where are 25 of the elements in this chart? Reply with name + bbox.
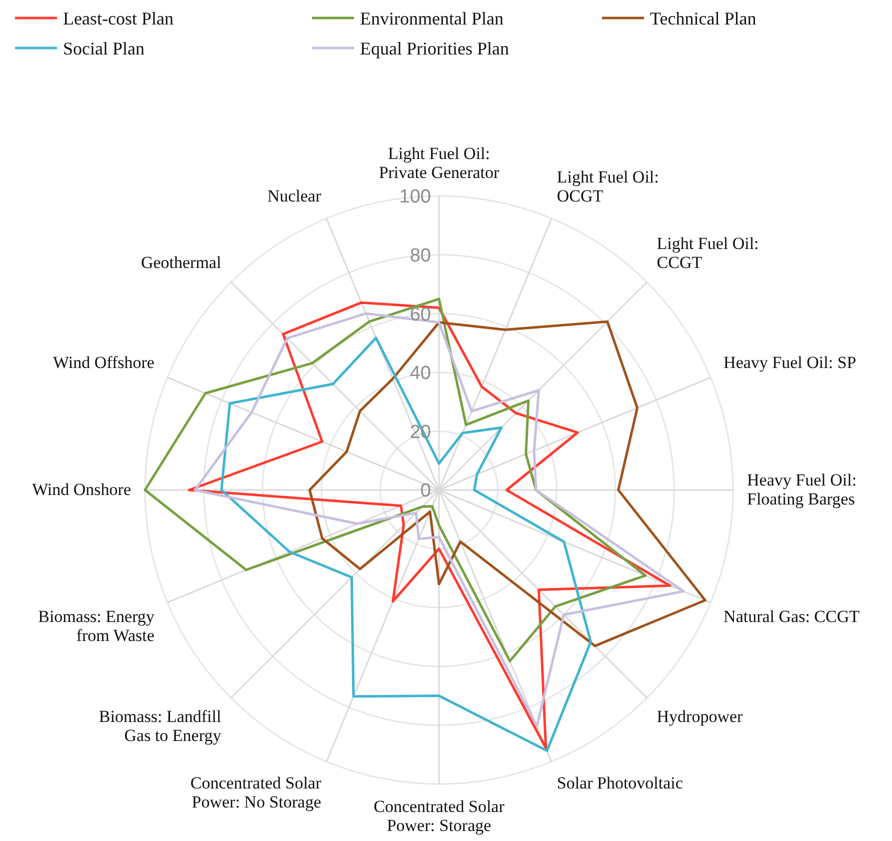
spoke-label: Geothermal (140, 253, 222, 272)
spoke-label: Light Fuel Oil: CCGT (656, 234, 759, 272)
y-tick-label: 80 (410, 245, 431, 266)
spoke-label: Hydropower (656, 706, 744, 726)
spoke-label: Solar Photovoltaic (556, 774, 684, 793)
legend-label: Equal Priorities Plan (360, 38, 509, 58)
spoke-label: Wind Offshore (52, 353, 154, 372)
legend-label: Least-cost Plan (63, 8, 174, 28)
y-tick-label: 40 (410, 363, 431, 384)
spoke-label: Biomass: Landfill Gas to Energy (98, 706, 222, 745)
legend-label: Social Plan (63, 38, 144, 58)
spoke-label: Nuclear (267, 186, 322, 206)
spoke-label: Concentrated Solar Power: Storage (374, 797, 505, 835)
spoke-label: Concentrated Solar Power: No Storage (190, 774, 322, 812)
y-tick-label: 100 (399, 186, 431, 208)
y-tick-label: 0 (420, 480, 431, 502)
spoke-label: Wind Onshore (32, 480, 131, 499)
spoke-label: Biomass: Energy from Waste (38, 606, 155, 645)
legend-label: Environmental Plan (360, 8, 504, 28)
spoke-label: Natural Gas: CCGT (724, 606, 860, 626)
legend-label: Technical Plan (650, 8, 756, 28)
spoke-label: Light Fuel Oil: Private Generator (378, 144, 500, 182)
spoke-label: Heavy Fuel Oil: SP (724, 353, 856, 372)
spoke-label: Light Fuel Oil: OCGT (556, 167, 659, 206)
spoke-label: Heavy Fuel Oil: Floating Barges (747, 470, 857, 508)
